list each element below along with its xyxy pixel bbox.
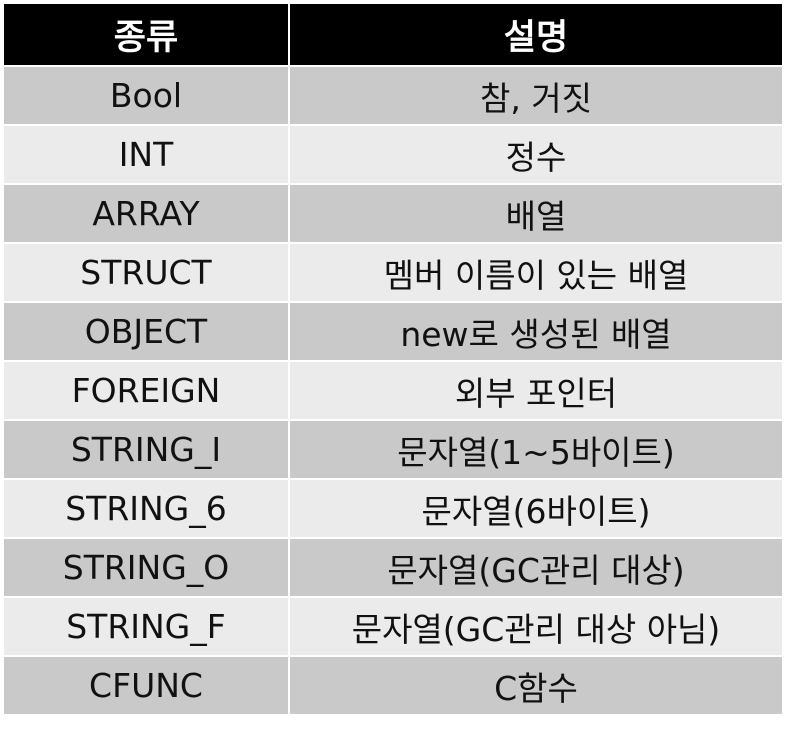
header-type: 종류 [2, 2, 290, 67]
type-cell: STRING_O [2, 537, 290, 598]
description-cell: 문자열(6바이트) [288, 478, 784, 539]
type-cell: FOREIGN [2, 360, 290, 421]
table-row: ARRAY 배열 [2, 183, 784, 244]
type-cell: ARRAY [2, 183, 290, 244]
description-cell: 정수 [288, 124, 784, 185]
type-cell: STRUCT [2, 242, 290, 303]
table-row: INT 정수 [2, 124, 784, 185]
description-cell: new로 생성된 배열 [288, 301, 784, 362]
table-row: OBJECT new로 생성된 배열 [2, 301, 784, 362]
table-row: STRING_I 문자열(1~5바이트) [2, 419, 784, 480]
table-header-row: 종류 설명 [2, 2, 784, 67]
description-cell: 멤버 이름이 있는 배열 [288, 242, 784, 303]
type-cell: Bool [2, 65, 290, 126]
table-row: STRUCT 멤버 이름이 있는 배열 [2, 242, 784, 303]
table-row: STRING_6 문자열(6바이트) [2, 478, 784, 539]
table-row: CFUNC C함수 [2, 655, 784, 716]
description-cell: 배열 [288, 183, 784, 244]
table-row: STRING_F 문자열(GC관리 대상 아님) [2, 596, 784, 657]
type-cell: OBJECT [2, 301, 290, 362]
type-cell: STRING_F [2, 596, 290, 657]
table-row: Bool 참, 거짓 [2, 65, 784, 126]
type-cell: STRING_6 [2, 478, 290, 539]
header-description: 설명 [288, 2, 784, 67]
table-row: STRING_O 문자열(GC관리 대상) [2, 537, 784, 598]
description-cell: 문자열(GC관리 대상 아님) [288, 596, 784, 657]
type-table-container: 종류 설명 Bool 참, 거짓 INT 정수 ARRAY 배열 STRUCT … [2, 2, 784, 716]
type-cell: CFUNC [2, 655, 290, 716]
description-cell: 문자열(GC관리 대상) [288, 537, 784, 598]
type-cell: STRING_I [2, 419, 290, 480]
description-cell: 문자열(1~5바이트) [288, 419, 784, 480]
table-row: FOREIGN 외부 포인터 [2, 360, 784, 421]
description-cell: 외부 포인터 [288, 360, 784, 421]
type-cell: INT [2, 124, 290, 185]
description-cell: 참, 거짓 [288, 65, 784, 126]
type-table: 종류 설명 Bool 참, 거짓 INT 정수 ARRAY 배열 STRUCT … [2, 2, 784, 716]
description-cell: C함수 [288, 655, 784, 716]
